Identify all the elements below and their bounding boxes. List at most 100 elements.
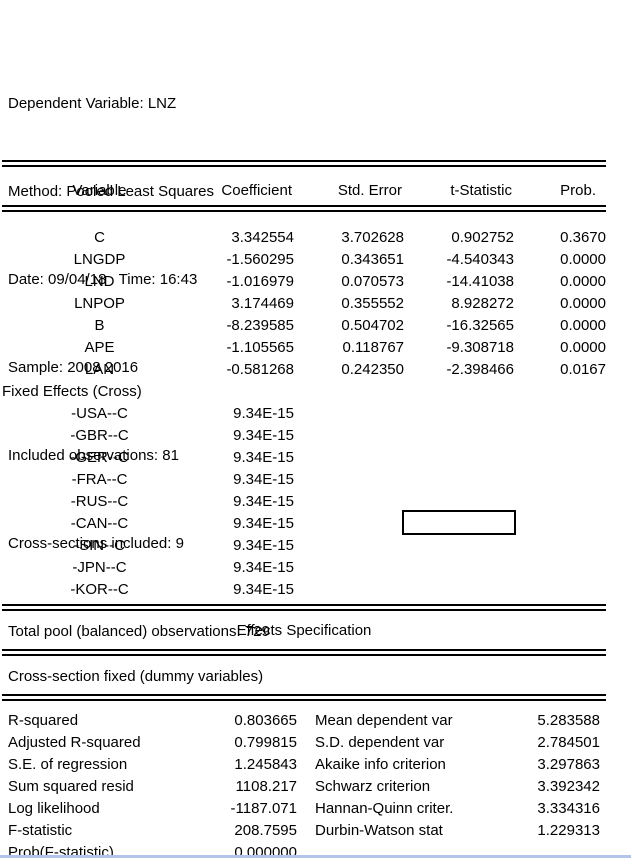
coef-std-error: 0.355552 bbox=[341, 295, 404, 312]
fixed-effect-variable: -JPN--C bbox=[72, 559, 127, 576]
fixed-effect-row: -GBR--C 9.34E-15 bbox=[2, 425, 606, 447]
stat-value: 1.245843 bbox=[234, 756, 297, 773]
fixed-effect-variable: -SIN--C bbox=[74, 537, 125, 554]
fixed-effects-section-row: Fixed Effects (Cross) bbox=[2, 381, 606, 403]
fixed-effect-row: -JPN--C 9.34E-15 bbox=[2, 557, 606, 579]
stat-label: Mean dependent var bbox=[315, 712, 453, 729]
fixed-effect-value: 9.34E-15 bbox=[233, 559, 294, 576]
header-bottom-rule bbox=[2, 205, 606, 212]
stat-label: S.D. dependent var bbox=[315, 734, 445, 751]
coef-variable: LND bbox=[84, 273, 115, 290]
stat-value: 1.229313 bbox=[537, 822, 600, 839]
coef-prob: 0.0000 bbox=[560, 339, 606, 356]
fixed-effect-value: 9.34E-15 bbox=[233, 405, 294, 422]
fixed-effect-row: -SIN--C 9.34E-15 bbox=[2, 535, 606, 557]
summary-line: Total pool (balanced) observations: 729 bbox=[8, 623, 270, 640]
coef-t-statistic: -9.308718 bbox=[446, 339, 514, 356]
stat-value: 5.283588 bbox=[537, 712, 600, 729]
stat-value: 3.392342 bbox=[537, 778, 600, 795]
summary-line: Cross-sections included: 9 bbox=[8, 535, 184, 552]
stats-left-labels: R-squared Adjusted R-squared S.E. of regre… bbox=[8, 710, 198, 858]
coef-prob: 0.3670 bbox=[560, 229, 606, 246]
fixed-effect-row: -CAN--C 9.34E-15 bbox=[2, 513, 606, 535]
fixed-effect-value: 9.34E-15 bbox=[233, 515, 294, 532]
fixed-effect-value: 9.34E-15 bbox=[233, 471, 294, 488]
stat-value: 3.297863 bbox=[537, 756, 600, 773]
fixed-effect-row: -FRA--C 9.34E-15 bbox=[2, 469, 606, 491]
coef-prob: 0.0000 bbox=[560, 273, 606, 290]
stat-label: Log likelihood bbox=[8, 800, 100, 817]
coef-value: 3.174469 bbox=[231, 295, 294, 312]
fixed-effect-variable: -GER--C bbox=[70, 449, 129, 466]
stat-label: Durbin-Watson stat bbox=[315, 822, 443, 839]
coef-variable: C bbox=[94, 229, 105, 246]
col-header-std-error: Std. Error bbox=[337, 182, 402, 199]
coef-variable: LNGDP bbox=[73, 251, 126, 268]
coef-std-error: 0.118767 bbox=[342, 339, 404, 356]
coef-std-error: 3.702628 bbox=[341, 229, 404, 246]
coef-t-statistic: 0.902752 bbox=[451, 229, 514, 246]
effects-title-rule bbox=[2, 649, 606, 656]
fixed-effect-value: 9.34E-15 bbox=[233, 493, 294, 510]
stats-right-values: 5.283588 2.784501 3.297863 3.392342 3.334316… bbox=[480, 710, 600, 842]
coef-row: B -8.239585 0.504702 -16.32565 0.0000 bbox=[2, 315, 606, 337]
coef-value: -1.560295 bbox=[226, 251, 294, 268]
effects-note-rule bbox=[2, 694, 606, 701]
fixed-effect-row: -RUS--C 9.34E-15 bbox=[2, 491, 606, 513]
coef-t-statistic: -4.540343 bbox=[446, 251, 514, 268]
table-top-rule bbox=[2, 160, 606, 167]
col-header-variable: Variable bbox=[72, 182, 127, 199]
coef-t-statistic: 8.928272 bbox=[451, 295, 514, 312]
stat-value: 208.7595 bbox=[234, 822, 297, 839]
stat-label: Sum squared resid bbox=[8, 778, 134, 795]
stat-label: Schwarz criterion bbox=[315, 778, 431, 795]
summary-line: Method: Pooled Least Squares bbox=[8, 183, 214, 200]
col-header-t-statistic: t-Statistic bbox=[450, 182, 512, 199]
summary-line: Dependent Variable: LNZ bbox=[8, 95, 177, 112]
coef-variable: LNPOP bbox=[74, 295, 125, 312]
effects-specification-note: Cross-section fixed (dummy variables) bbox=[8, 668, 264, 685]
summary-line: Sample: 2008 2016 bbox=[8, 359, 139, 376]
stats-right-labels: Mean dependent var S.D. dependent var Akai… bbox=[315, 710, 515, 842]
stat-value: 0.803665 bbox=[234, 712, 297, 729]
coef-prob: 0.0000 bbox=[560, 317, 606, 334]
fixed-effect-row: -USA--C 9.34E-15 bbox=[2, 403, 606, 425]
stats-left-values: 0.803665 0.799815 1.245843 1108.217 -1187.07… bbox=[100, 710, 297, 858]
coef-value: 3.342554 bbox=[231, 229, 294, 246]
coef-row: LAN -0.581268 0.242350 -2.398466 0.0167 bbox=[2, 359, 606, 381]
bottom-highlight-line bbox=[0, 855, 631, 858]
fixed-effects-label: Fixed Effects (Cross) bbox=[2, 383, 142, 400]
fixed-effect-value: 9.34E-15 bbox=[233, 581, 294, 598]
coef-value: -1.105565 bbox=[226, 339, 294, 356]
coef-prob: 0.0000 bbox=[560, 251, 606, 268]
coef-row: APE -1.105565 0.118767 -9.308718 0.0000 bbox=[2, 337, 606, 359]
coef-table-body: C 3.342554 3.702628 0.902752 0.3670 LNGD… bbox=[2, 227, 606, 601]
coef-header-row: Variable Coefficient Std. Error t-Statis… bbox=[2, 180, 606, 202]
coef-std-error: 0.070573 bbox=[341, 273, 404, 290]
fixed-effect-value: 9.34E-15 bbox=[233, 427, 294, 444]
coef-value: -0.581268 bbox=[226, 361, 294, 378]
stat-value: 3.334316 bbox=[537, 800, 600, 817]
stat-label: Adjusted R-squared bbox=[8, 734, 141, 751]
summary-line: Included observations: 81 bbox=[8, 447, 179, 464]
regression-summary-header: Dependent Variable: LNZ Method: Pooled L… bbox=[8, 5, 270, 687]
coef-value: -1.016979 bbox=[226, 273, 294, 290]
stat-label: Hannan-Quinn criter. bbox=[315, 800, 454, 817]
col-header-prob: Prob. bbox=[560, 182, 596, 199]
stat-label: S.E. of regression bbox=[8, 756, 128, 773]
stat-value: -1187.071 bbox=[230, 800, 297, 817]
coef-variable: APE bbox=[84, 339, 115, 356]
coef-table-header: Variable Coefficient Std. Error t-Statis… bbox=[2, 180, 606, 202]
stat-label: Prob(F-statistic) bbox=[8, 844, 114, 858]
coef-variable: LAN bbox=[84, 361, 115, 378]
coef-row: C 3.342554 3.702628 0.902752 0.3670 bbox=[2, 227, 606, 249]
col-header-coefficient: Coefficient bbox=[221, 182, 292, 199]
stat-label: F-statistic bbox=[8, 822, 73, 839]
coef-t-statistic: -14.41038 bbox=[446, 273, 514, 290]
stat-value: 0.799815 bbox=[234, 734, 297, 751]
fixed-effect-variable: -GBR--C bbox=[70, 427, 129, 444]
coef-prob: 0.0000 bbox=[560, 295, 606, 312]
coef-value: -8.239585 bbox=[226, 317, 294, 334]
fixed-effect-variable: -USA--C bbox=[71, 405, 128, 422]
